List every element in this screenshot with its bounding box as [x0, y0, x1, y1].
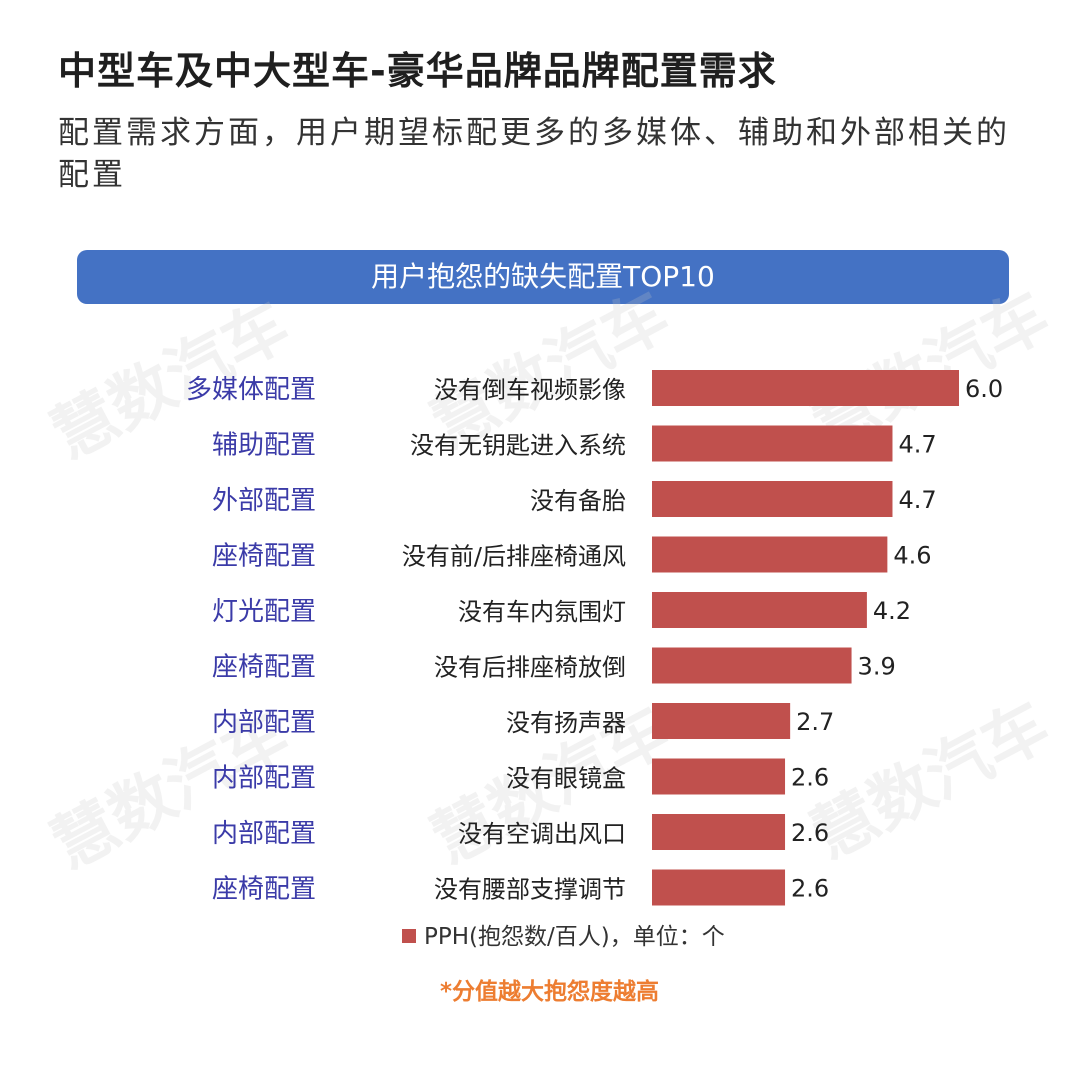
chart-banner-label: 用户抱怨的缺失配置TOP10 [371, 260, 715, 293]
bar [652, 758, 786, 795]
category-label: 没有空调出风口 [458, 820, 626, 848]
bar [652, 536, 888, 573]
legend-label: PPH(抱怨数/百人)，单位：个 [424, 924, 725, 950]
category-label: 没有眼镜盒 [506, 765, 626, 793]
category-label: 没有扬声器 [506, 709, 626, 737]
group-label: 内部配置 [212, 764, 316, 794]
group-label: 座椅配置 [212, 875, 316, 905]
bar [652, 425, 893, 462]
group-label: 外部配置 [212, 486, 316, 516]
value-label: 4.7 [898, 486, 936, 514]
value-label: 4.7 [898, 431, 936, 459]
bar [652, 481, 893, 517]
chart-legend: PPH(抱怨数/百人)，单位：个 [402, 920, 725, 954]
value-label: 3.9 [858, 653, 896, 681]
bar [652, 869, 786, 906]
group-label: 内部配置 [212, 708, 316, 738]
category-label: 没有车内氛围灯 [458, 598, 626, 626]
group-label: 辅助配置 [212, 431, 316, 461]
bar [652, 814, 786, 850]
value-label: 2.6 [791, 875, 829, 903]
bar [652, 703, 791, 739]
bar [652, 592, 867, 628]
value-label: 2.7 [796, 708, 834, 736]
value-label: 2.6 [791, 764, 829, 792]
group-label: 内部配置 [212, 819, 316, 849]
category-label: 没有无钥匙进入系统 [410, 432, 626, 460]
group-label: 灯光配置 [212, 597, 316, 627]
page-title: 中型车及中大型车-豪华品牌品牌配置需求 [58, 49, 777, 93]
value-label: 4.6 [893, 542, 931, 570]
page-subtitle: 配置需求方面，用户期望标配更多的多媒体、辅助和外部相关的配置 [58, 115, 1010, 193]
category-label: 没有腰部支撑调节 [434, 876, 626, 904]
group-label: 座椅配置 [212, 653, 316, 683]
category-label: 没有备胎 [530, 487, 626, 515]
legend-swatch [402, 929, 416, 943]
category-label: 没有倒车视频影像 [434, 376, 626, 404]
value-label: 2.6 [791, 819, 829, 847]
footnote: *分值越大抱怨度越高 [440, 979, 660, 1005]
bar [652, 370, 959, 406]
category-label: 没有前/后排座椅通风 [402, 543, 626, 571]
chart-banner: 用户抱怨的缺失配置TOP10 [77, 250, 1009, 304]
value-label: 4.2 [873, 597, 911, 625]
group-label: 座椅配置 [212, 542, 316, 572]
bar [652, 647, 852, 684]
category-label: 没有后排座椅放倒 [434, 654, 626, 682]
group-label: 多媒体配置 [186, 375, 316, 405]
value-label: 6.0 [965, 375, 1003, 403]
